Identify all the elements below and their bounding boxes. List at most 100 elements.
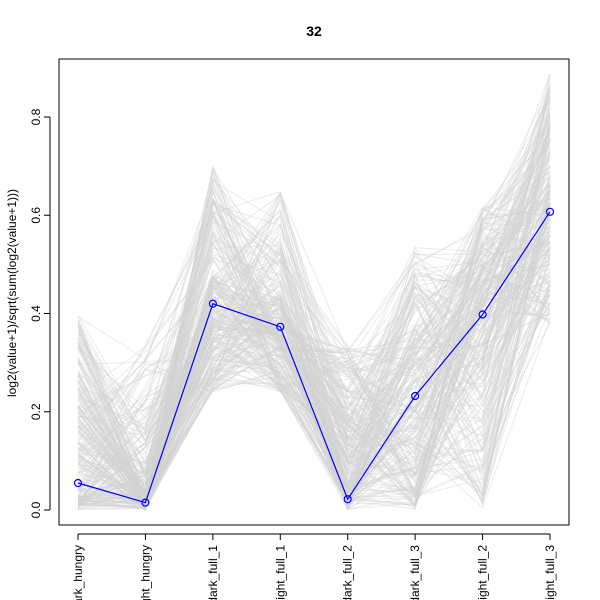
background-profile-line [77,225,551,507]
background-profile-line [77,280,551,510]
background-profile-line [77,223,551,506]
background-profile-line [77,221,551,505]
background-profile-line [77,246,551,510]
background-profile-line [77,218,551,505]
highlight-series-point [73,478,83,488]
background-profile-line [77,212,551,510]
x-tick-label: dark_full_3 [408,545,422,600]
background-profile-line [77,258,551,510]
background-profile-line [77,111,551,488]
background-profile-line [77,256,551,504]
background-profile-line [77,200,551,499]
background-profile-line [77,232,551,509]
background-profile-line [77,267,551,509]
background-profile-line [77,241,551,510]
background-profile-line [77,231,551,502]
x-tick-label: light_full_1 [273,545,287,600]
background-profile-line [77,158,551,481]
background-profile-line [77,222,551,491]
background-profile-line [77,164,551,508]
background-profile-line [77,218,551,506]
background-profile-line [77,223,551,511]
x-tick-label: light_full_3 [543,545,557,600]
background-profile-line [77,155,551,507]
background-profile-line [77,199,551,499]
background-profile-line [77,208,551,505]
background-profile-line [77,100,551,509]
background-profile-line [77,271,551,498]
background-profile-line [77,73,551,496]
background-profile-line [77,161,551,475]
background-profile-line [77,176,551,498]
background-profile-line [77,126,551,498]
axes: 0.0 0.2 0.4 0.6 0.8 dark_hungry light_hungry da… [29,108,557,600]
background-profile-line [77,184,551,498]
background-profile-line [77,84,551,509]
background-profile-line [77,153,551,511]
background-profile-line [77,276,551,490]
background-profile-line [77,102,551,504]
background-profile-line [77,207,551,425]
background-profile-line [77,194,551,511]
background-profile-line [77,87,551,508]
background-profile-line [77,243,551,508]
y-tick-label: 0.0 [29,501,43,518]
background-profile-line [77,129,551,504]
background-profile-line [77,137,551,509]
background-profile-line [77,181,551,494]
background-profile-line [77,241,551,496]
background-profile-line [77,202,551,496]
background-profile-line [77,177,551,504]
background-profile-line [77,209,551,502]
background-profile-line [77,187,551,504]
background-profile-line [77,275,551,505]
background-profile-line [77,255,551,468]
background-profile-line [77,178,551,409]
background-profile-line [77,140,551,502]
background-lines [77,73,551,512]
background-profile-line [77,193,551,504]
background-profile-line [77,131,551,510]
background-profile-line [77,137,551,505]
background-profile-line [77,122,551,507]
background-profile-line [77,279,551,488]
background-profile-line [77,197,551,506]
background-profile-line [77,206,551,503]
background-profile-line [77,248,551,499]
x-tick-label: light_full_2 [476,545,490,600]
background-profile-line [77,174,551,505]
background-profile-line [77,139,551,506]
background-profile-line [77,153,551,426]
background-profile-line [77,231,551,504]
background-profile-line [77,120,551,502]
background-profile-line [77,234,551,509]
background-profile-line [77,96,551,505]
background-profile-line [77,201,551,505]
background-profile-line [77,218,551,500]
background-profile-line [77,192,551,496]
highlight-series-group [73,207,555,507]
background-profile-line [77,192,551,483]
y-tick-label: 0.4 [29,305,43,322]
background-profile-line [77,239,551,511]
background-profile-line [77,215,551,507]
background-profile-line [77,285,551,465]
background-profile-line [77,207,551,478]
background-profile-line [77,243,551,463]
y-tick-label: 0.6 [29,207,43,224]
y-tick-label: 0.8 [29,108,43,125]
x-tick-label: dark_hungry [71,545,85,600]
background-profile-line [77,197,551,510]
background-profile-line [77,205,551,483]
background-profile-line [77,88,551,500]
background-profile-line [77,204,551,488]
background-profile-line [77,245,551,507]
background-profile-line [77,270,551,490]
background-profile-line [77,129,551,495]
background-profile-line [77,225,551,446]
background-profile-line [77,190,551,477]
background-profile-line [77,210,551,505]
background-profile-line [77,186,551,496]
background-profile-line [77,159,551,508]
background-profile-line [77,255,551,506]
